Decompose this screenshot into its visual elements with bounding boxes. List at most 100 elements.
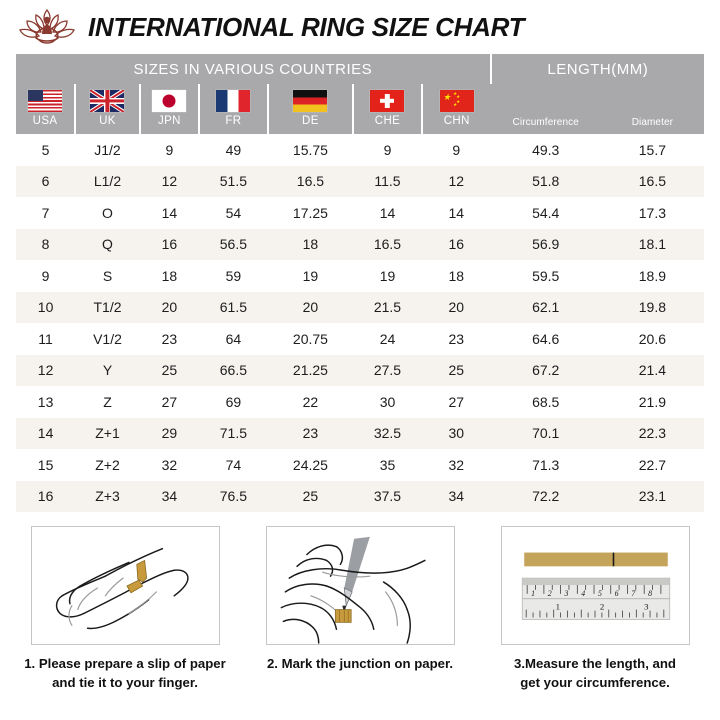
cell-che: 14 xyxy=(353,197,422,229)
cell-usa: 11 xyxy=(16,323,76,355)
step-1-caption: 1. Please prepare a slip of paper and ti… xyxy=(16,654,234,692)
cell-uk: Z+1 xyxy=(75,417,140,449)
group-header-length: LENGTH(MM) xyxy=(490,54,704,84)
table-row: 7 O 14 54 17.25 14 14 54.4 17.3 xyxy=(16,197,704,229)
svg-text:7: 7 xyxy=(631,589,636,598)
cell-chn: 16 xyxy=(421,228,491,260)
cell-fr: 71.5 xyxy=(198,417,268,449)
cell-circumference: 62.1 xyxy=(490,291,601,323)
country-code-de: DE xyxy=(302,115,319,127)
cell-jpn: 25 xyxy=(139,354,199,386)
cell-uk: L1/2 xyxy=(75,165,140,197)
cell-diameter: 19.8 xyxy=(600,291,704,323)
paper-strip-on-ruler-illustration: 1 2 3 4 5 6 7 8 xyxy=(500,526,690,645)
cell-che: 27.5 xyxy=(353,354,422,386)
cell-che: 35 xyxy=(353,449,422,481)
cell-circumference: 67.2 xyxy=(490,354,601,386)
cell-diameter: 15.7 xyxy=(600,134,704,166)
cell-uk: Y xyxy=(75,354,140,386)
step-3-caption: 3.Measure the length, and get your circu… xyxy=(486,654,704,692)
cell-chn: 9 xyxy=(421,134,491,166)
cell-de: 18 xyxy=(267,228,354,260)
cell-usa: 12 xyxy=(16,354,76,386)
cell-fr: 54 xyxy=(198,197,268,229)
cell-jpn: 29 xyxy=(139,417,199,449)
cell-uk: Z+3 xyxy=(75,480,140,512)
hand-with-paper-strip-illustration xyxy=(30,526,220,645)
svg-text:1: 1 xyxy=(531,589,535,598)
cell-jpn: 23 xyxy=(139,323,199,355)
cell-de: 19 xyxy=(267,260,354,292)
cell-de: 20.75 xyxy=(267,323,354,355)
cell-circumference: 59.5 xyxy=(490,260,601,292)
cell-fr: 66.5 xyxy=(198,354,268,386)
subheader-circumference: Circumference xyxy=(512,116,579,128)
cell-jpn: 34 xyxy=(139,480,199,512)
cell-chn: 30 xyxy=(421,417,491,449)
cell-che: 32.5 xyxy=(353,417,422,449)
cell-che: 24 xyxy=(353,323,422,355)
cell-circumference: 72.2 xyxy=(490,480,601,512)
cell-de: 21.25 xyxy=(267,354,354,386)
cell-circumference: 68.5 xyxy=(490,386,601,418)
cell-fr: 69 xyxy=(198,386,268,418)
cell-chn: 23 xyxy=(421,323,491,355)
flag-china-icon: ★ ★ ★ ★ ★ xyxy=(439,90,474,112)
cell-jpn: 12 xyxy=(139,165,199,197)
table-row: 12 Y 25 66.5 21.25 27.5 25 67.2 21.4 xyxy=(16,354,704,386)
table-row: 11 V1/2 23 64 20.75 24 23 64.6 20.6 xyxy=(16,323,704,355)
page-title: INTERNATIONAL RING SIZE CHART xyxy=(88,11,525,42)
cell-chn: 14 xyxy=(421,197,491,229)
cell-de: 24.25 xyxy=(267,449,354,481)
step-3: 1 2 3 4 5 6 7 8 xyxy=(486,526,704,692)
cell-usa: 14 xyxy=(16,417,76,449)
step-2-caption-line1: 2. Mark the junction on paper. xyxy=(266,656,454,671)
cell-uk: T1/2 xyxy=(75,291,140,323)
cell-usa: 6 xyxy=(16,165,76,197)
cell-uk: J1/2 xyxy=(75,134,140,166)
cell-diameter: 16.5 xyxy=(600,165,704,197)
cell-che: 16.5 xyxy=(353,228,422,260)
table-row: 16 Z+3 34 76.5 25 37.5 34 72.2 23.1 xyxy=(16,480,704,512)
table-row: 14 Z+1 29 71.5 23 32.5 30 70.1 22.3 xyxy=(16,417,704,449)
cell-fr: 49 xyxy=(198,134,268,166)
step-2-caption: 2. Mark the junction on paper. xyxy=(251,654,469,673)
column-header-usa: USA xyxy=(16,84,77,134)
cell-diameter: 22.3 xyxy=(600,417,704,449)
cell-usa: 15 xyxy=(16,449,76,481)
step-1-caption-line1: 1. Please prepare a slip of paper xyxy=(24,656,226,671)
cell-jpn: 32 xyxy=(139,449,199,481)
ring-size-table: SIZES IN VARIOUS COUNTRIES LENGTH(MM) US… xyxy=(16,54,704,512)
cell-chn: 27 xyxy=(421,386,491,418)
cell-che: 11.5 xyxy=(353,165,422,197)
svg-text:2: 2 xyxy=(599,602,603,612)
cell-che: 37.5 xyxy=(353,480,422,512)
cell-usa: 5 xyxy=(16,134,76,166)
cell-che: 30 xyxy=(353,386,422,418)
cell-usa: 7 xyxy=(16,197,76,229)
country-code-chn: CHN xyxy=(443,115,470,127)
cell-circumference: 49.3 xyxy=(490,134,601,166)
lotus-meditation-logo-icon xyxy=(16,3,78,51)
svg-text:3: 3 xyxy=(563,589,568,598)
cell-circumference: 71.3 xyxy=(490,449,601,481)
cell-fr: 61.5 xyxy=(198,291,268,323)
cell-de: 23 xyxy=(267,417,354,449)
cell-uk: S xyxy=(75,260,140,292)
cell-circumference: 64.6 xyxy=(490,323,601,355)
svg-text:8: 8 xyxy=(648,589,652,598)
cell-de: 22 xyxy=(267,386,354,418)
cell-usa: 10 xyxy=(16,291,76,323)
column-header-fr: FR xyxy=(198,84,269,134)
cell-usa: 9 xyxy=(16,260,76,292)
cell-circumference: 70.1 xyxy=(490,417,601,449)
step-2: 2. Mark the junction on paper. xyxy=(251,526,469,692)
step-3-caption-line1: 3.Measure the length, and xyxy=(514,656,676,671)
cell-chn: 32 xyxy=(421,449,491,481)
cell-fr: 76.5 xyxy=(198,480,268,512)
cell-uk: Z+2 xyxy=(75,449,140,481)
cell-che: 19 xyxy=(353,260,422,292)
cell-de: 20 xyxy=(267,291,354,323)
cell-jpn: 20 xyxy=(139,291,199,323)
country-code-jpn: JPN xyxy=(157,115,181,127)
